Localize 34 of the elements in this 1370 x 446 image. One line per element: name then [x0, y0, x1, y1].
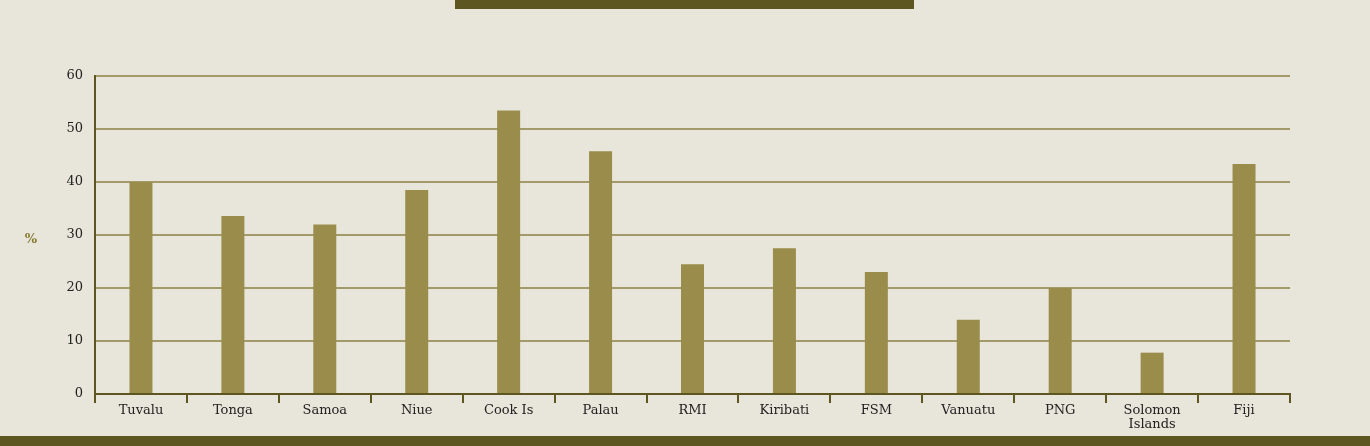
x-tick-label: Cook Is: [483, 402, 534, 418]
x-tick-label: RMI: [678, 402, 707, 418]
x-tick-label: Samoa: [302, 402, 348, 418]
bar: [497, 110, 521, 393]
x-tick-label: Solomon Islands: [1123, 402, 1182, 431]
x-tick-label: Tuvalu: [118, 402, 164, 418]
x-tick-label: FSM: [860, 402, 892, 418]
bar: [405, 189, 429, 393]
bar: [1232, 163, 1256, 393]
bar: [129, 182, 153, 393]
bar: [589, 151, 613, 393]
y-tick-label: 30: [66, 226, 83, 242]
x-tick-label: Fiji: [1233, 402, 1255, 418]
x-tick-label: Tonga: [212, 402, 254, 418]
y-axis-title: %: [24, 231, 38, 247]
bar: [681, 264, 704, 393]
y-tick-label: 60: [66, 67, 83, 83]
y-tick-label: 0: [74, 385, 83, 401]
y-tick-label: 20: [66, 279, 83, 295]
bar: [1048, 288, 1072, 393]
bar: [956, 319, 980, 393]
bar: [1140, 352, 1164, 393]
x-tick-label: Palau: [582, 402, 619, 418]
x-tick-label: Vanuatu: [940, 402, 996, 418]
bar: [772, 248, 796, 393]
y-tick-label: 10: [66, 332, 83, 348]
bar: [313, 224, 337, 393]
y-tick-label: 50: [66, 120, 83, 136]
bar: [864, 272, 888, 393]
x-tick-label: Niue: [400, 402, 433, 418]
x-tick-label: PNG: [1044, 402, 1076, 418]
y-tick-label: 40: [66, 173, 83, 189]
bar: [221, 215, 245, 393]
x-tick-label: Kiribati: [759, 402, 810, 418]
